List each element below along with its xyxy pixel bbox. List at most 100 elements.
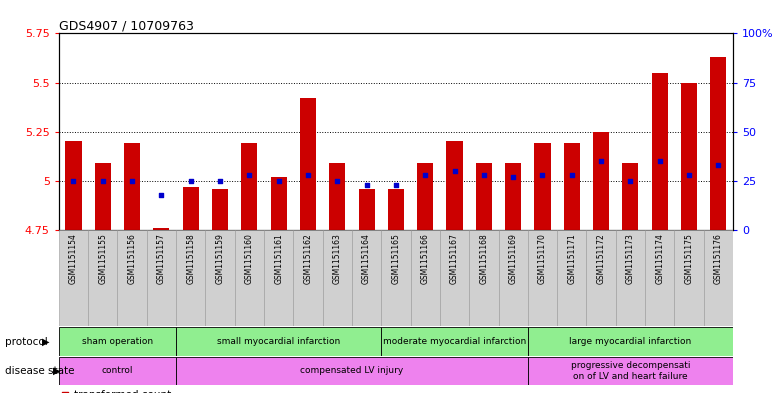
Bar [358,189,375,230]
Bar [499,230,528,326]
Bar [59,230,88,326]
Text: GSM1151169: GSM1151169 [509,233,517,284]
Text: sham operation: sham operation [82,337,153,346]
Text: GSM1151173: GSM1151173 [626,233,635,284]
Text: GSM1151165: GSM1151165 [391,233,401,284]
Point [302,352,314,358]
Point [477,172,490,178]
Bar [352,230,381,326]
Point [624,178,637,184]
Text: GSM1151154: GSM1151154 [69,233,78,284]
Text: progressive decompensati
on of LV and heart failure: progressive decompensati on of LV and he… [571,361,690,381]
Bar [388,189,404,230]
Bar [557,230,586,326]
Point [331,178,343,184]
Point [536,172,549,178]
Bar [241,143,257,230]
Text: GSM1151174: GSM1151174 [655,233,664,284]
Bar [329,163,346,230]
Bar [176,357,528,385]
Point [448,168,461,174]
Text: transformed count: transformed count [74,391,172,393]
Text: GSM1151158: GSM1151158 [187,233,195,283]
Text: GSM1151167: GSM1151167 [450,233,459,284]
Point [214,178,227,184]
Text: GSM1151164: GSM1151164 [362,233,371,284]
Bar [183,187,199,230]
Point [155,191,168,198]
Bar [88,230,118,326]
Point [390,182,402,188]
Text: GSM1151156: GSM1151156 [128,233,136,284]
Text: GSM1151175: GSM1151175 [684,233,694,284]
Point [565,172,578,178]
Bar [704,230,733,326]
Point [507,174,520,180]
Bar [234,230,264,326]
Bar [710,57,727,230]
Bar [593,132,609,230]
Bar [645,230,674,326]
Bar [65,141,82,230]
Text: GSM1151161: GSM1151161 [274,233,283,283]
Bar [176,327,381,356]
Text: GSM1151163: GSM1151163 [332,233,342,284]
Bar [381,327,528,356]
Bar [124,143,140,230]
Bar [652,73,668,230]
Bar [505,163,521,230]
Text: large myocardial infarction: large myocardial infarction [569,337,691,346]
Bar [154,228,169,230]
Bar [205,230,234,326]
Bar [476,163,492,230]
Point [683,172,695,178]
Point [243,172,256,178]
Bar [59,327,176,356]
Bar [270,177,287,230]
Text: GSM1151162: GSM1151162 [303,233,313,283]
Text: GDS4907 / 10709763: GDS4907 / 10709763 [59,19,194,32]
Bar [176,230,205,326]
Point [272,178,285,184]
Point [712,162,724,168]
Text: ▶: ▶ [42,336,49,347]
Text: GSM1151166: GSM1151166 [421,233,430,284]
Bar [681,83,697,230]
Bar [469,230,499,326]
Bar [417,163,434,230]
Text: GSM1151159: GSM1151159 [216,233,224,284]
Bar [323,230,352,326]
Text: GSM1151171: GSM1151171 [568,233,576,283]
Text: GSM1151160: GSM1151160 [245,233,254,284]
Bar [212,189,228,230]
Bar [528,230,557,326]
Text: GSM1151168: GSM1151168 [479,233,488,283]
Bar [95,163,111,230]
Bar [300,98,316,230]
Point [302,224,314,231]
Point [184,178,197,184]
Text: moderate myocardial infarction: moderate myocardial infarction [383,337,526,346]
Bar [381,230,411,326]
Bar [586,230,615,326]
Point [67,178,80,184]
Text: control: control [102,367,133,375]
Bar [622,163,638,230]
Bar [411,230,440,326]
Bar [264,230,293,326]
Text: GSM1151176: GSM1151176 [714,233,723,284]
Text: protocol: protocol [5,336,49,347]
Bar [293,230,323,326]
Bar [147,230,176,326]
Point [361,182,373,188]
Bar [528,327,733,356]
Text: small myocardial infarction: small myocardial infarction [217,337,340,346]
Bar [440,230,469,326]
Text: GSM1151170: GSM1151170 [538,233,547,284]
Point [302,172,314,178]
Bar [674,230,704,326]
Bar [59,357,176,385]
Point [96,178,109,184]
Text: compensated LV injury: compensated LV injury [300,367,404,375]
Bar [118,230,147,326]
